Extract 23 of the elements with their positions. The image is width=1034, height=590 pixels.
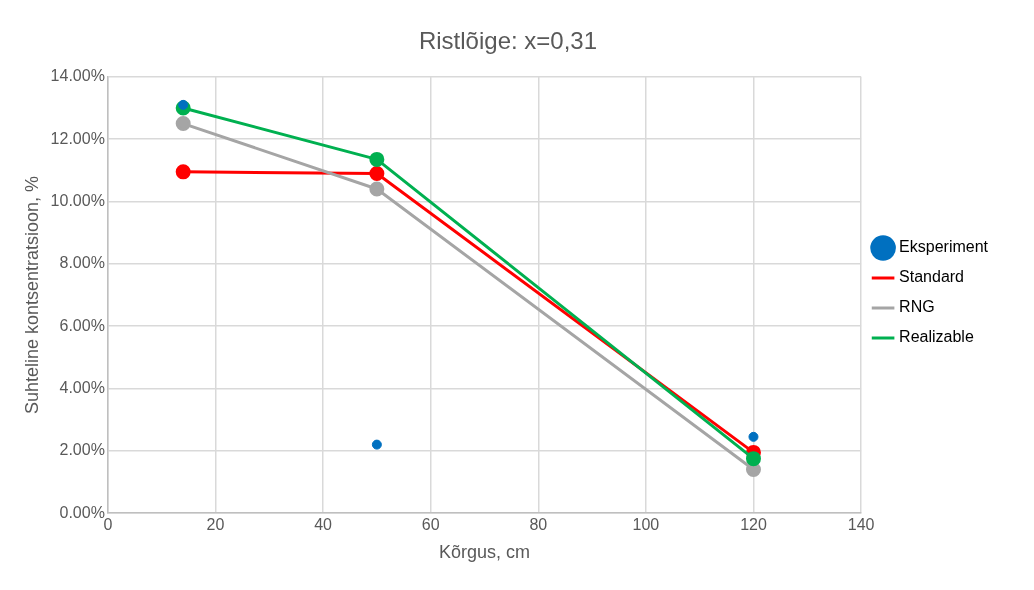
x-tick-label: 40 <box>314 516 333 534</box>
legend-label: Eksperiment <box>899 238 989 256</box>
x-tick-label: 20 <box>206 516 225 534</box>
x-tick-label: 100 <box>632 516 660 534</box>
y-tick-label: 2.00% <box>59 441 105 459</box>
x-axis-title: Kõrgus, cm <box>438 542 530 563</box>
x-tick-label: 60 <box>421 516 440 534</box>
y-tick-label: 6.00% <box>59 316 105 334</box>
x-tick-label: 140 <box>847 516 875 534</box>
x-tick-label: 120 <box>740 516 767 534</box>
y-tick-label: 14.00% <box>50 67 105 85</box>
y-tick-label: 12.00% <box>50 129 105 147</box>
y-tick-label: 4.00% <box>59 378 105 396</box>
legend-label: Realizable <box>899 328 974 346</box>
y-axis-title: Suhteline kontsentratsioon, % <box>21 175 42 415</box>
chart-title: Ristlõige: x=0,31 <box>418 27 598 55</box>
y-tick-label: 8.00% <box>59 254 105 272</box>
legend-label: RNG <box>899 298 935 316</box>
x-tick-label: 0 <box>103 516 113 534</box>
y-tick-label: 10.00% <box>50 191 105 209</box>
legend-label: Standard <box>899 268 965 286</box>
x-tick-label: 80 <box>529 516 548 534</box>
y-tick-label: 0.00% <box>59 503 105 521</box>
